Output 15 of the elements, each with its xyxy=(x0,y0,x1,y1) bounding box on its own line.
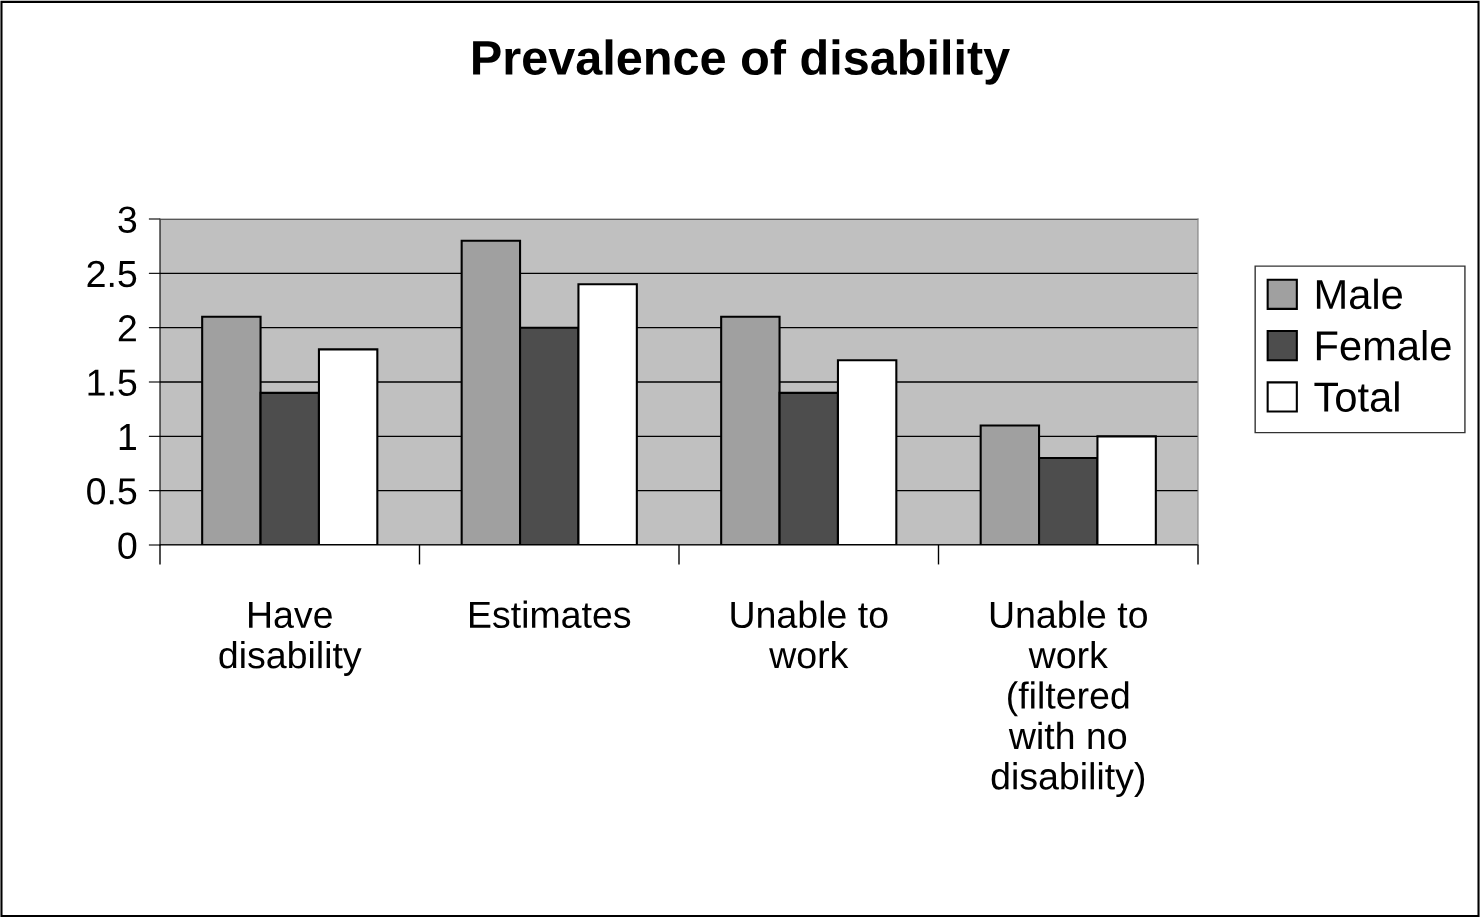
y-tick-label: 2.5 xyxy=(87,260,137,288)
y-tick-label: 0.5 xyxy=(87,478,137,505)
y-tick-label: 0 xyxy=(118,532,137,559)
chart-title: Prevalence of disability xyxy=(473,39,1010,85)
y-tick-label: 2 xyxy=(118,315,136,342)
legend-label: Total xyxy=(1314,381,1399,412)
y-tick-label: 1.5 xyxy=(88,369,137,396)
legend-label: Female xyxy=(1316,329,1451,361)
legend-label: Male xyxy=(1316,278,1402,310)
x-tick-label: Unable to work xyxy=(731,600,888,669)
y-tick-label: 1 xyxy=(119,424,136,450)
x-tick-label: Unable to work (filtered with no disability) xyxy=(990,600,1147,798)
x-tick-label: Estimates xyxy=(470,600,631,629)
y-tick-label: 3 xyxy=(118,206,137,233)
x-tick-label: Have disability xyxy=(219,601,362,676)
